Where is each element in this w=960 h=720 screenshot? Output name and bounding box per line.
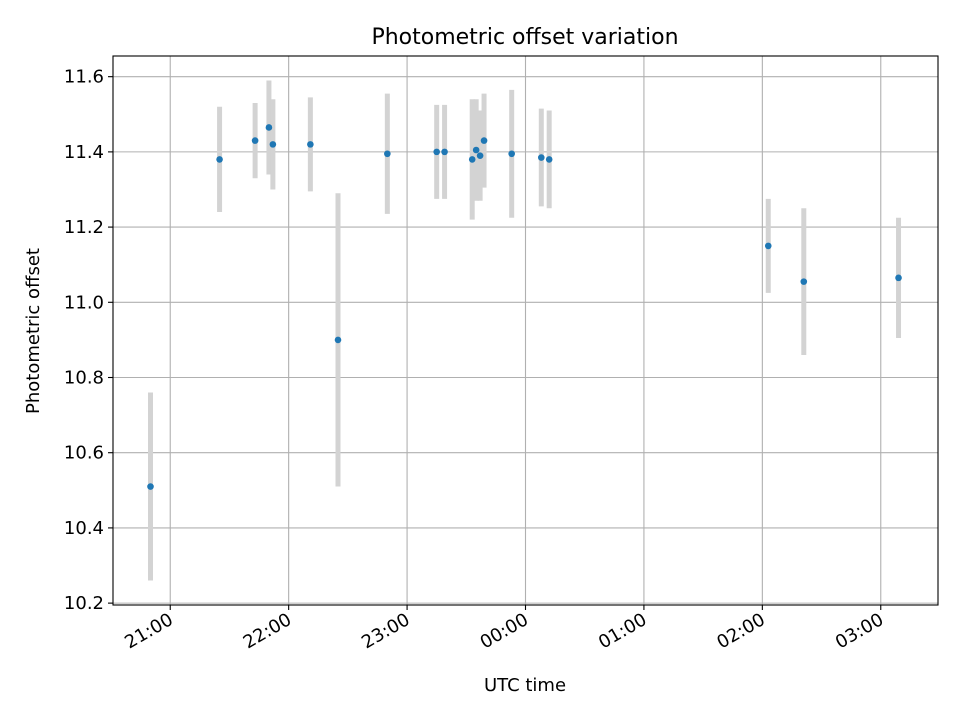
data-point bbox=[508, 150, 515, 158]
data-point bbox=[764, 242, 772, 250]
data-point bbox=[441, 148, 448, 156]
data-point bbox=[265, 124, 273, 131]
data-point bbox=[537, 154, 545, 161]
x-axis-label: UTC time bbox=[484, 675, 566, 696]
grid-lines bbox=[113, 56, 938, 605]
data-point bbox=[269, 141, 277, 148]
data-points bbox=[147, 124, 902, 490]
data-point bbox=[480, 137, 488, 144]
y-tick-label: 11.0 bbox=[64, 292, 104, 313]
data-point bbox=[147, 483, 154, 490]
y-tick-label: 11.4 bbox=[64, 142, 104, 163]
data-point bbox=[334, 336, 342, 344]
data-point bbox=[307, 141, 314, 148]
data-point bbox=[251, 137, 259, 144]
y-tick-label: 10.4 bbox=[64, 518, 104, 539]
y-axis-ticks: 10.2 10.4 10.6 10.8 11.0 11.2 11.4 11.6 bbox=[64, 67, 113, 614]
data-point bbox=[384, 150, 391, 158]
y-tick-label: 10.6 bbox=[64, 443, 104, 464]
y-tick-label: 11.6 bbox=[64, 67, 104, 88]
data-point bbox=[895, 274, 902, 282]
data-point bbox=[433, 148, 440, 156]
y-tick-label: 10.2 bbox=[64, 593, 104, 614]
data-point bbox=[472, 146, 480, 154]
chart-title: Photometric offset variation bbox=[371, 25, 678, 50]
data-point bbox=[468, 156, 476, 163]
data-point bbox=[476, 152, 484, 159]
y-tick-label: 11.2 bbox=[64, 217, 104, 238]
data-point bbox=[800, 278, 808, 285]
y-tick-label: 10.8 bbox=[64, 368, 104, 389]
data-point bbox=[216, 156, 223, 163]
data-point bbox=[545, 156, 553, 163]
y-axis-label: Photometric offset bbox=[23, 248, 44, 414]
